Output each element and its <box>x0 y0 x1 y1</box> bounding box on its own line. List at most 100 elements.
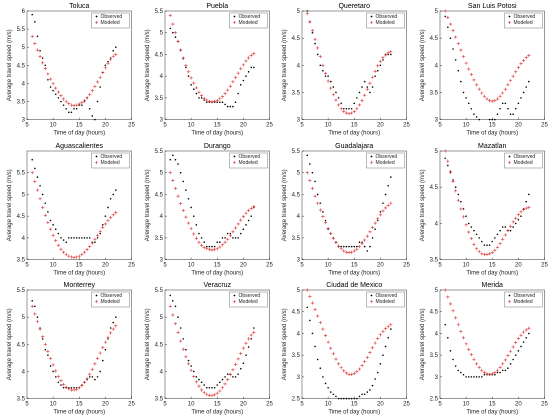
modeled-point <box>386 51 390 55</box>
observed-point <box>475 116 477 118</box>
observed-point <box>361 86 363 88</box>
y-tick-label: 3 <box>297 118 301 124</box>
observed-point <box>239 84 242 86</box>
x-tick-label: 25 <box>128 262 135 268</box>
series-modeled <box>30 170 118 259</box>
chart-panel-4: Aguascalientes 5 10 15 20 25 3.5 4 4.5 5 5.5 Time o… <box>7 143 135 277</box>
modeled-point <box>215 391 219 395</box>
modeled-point <box>505 228 510 232</box>
observed-point <box>171 154 174 156</box>
modeled-point <box>334 357 338 361</box>
modeled-point <box>482 94 486 98</box>
x-tick-label: 5 <box>163 123 167 129</box>
observed-point <box>242 79 244 82</box>
modeled-point <box>495 368 499 373</box>
x-tick-label: 10 <box>50 402 57 408</box>
modeled-point <box>331 236 335 240</box>
modeled-point <box>487 98 491 103</box>
observed-point <box>504 369 506 372</box>
observed-point <box>44 64 47 67</box>
modeled-point <box>212 393 216 397</box>
x-axis-label: Time of day (hours) <box>328 270 380 276</box>
observed-point <box>324 219 327 221</box>
modeled-point <box>445 15 449 20</box>
modeled-point <box>46 220 50 224</box>
modeled-point <box>202 245 206 249</box>
modeled-point <box>342 248 346 253</box>
chart-panel-11: Merida 5 10 15 20 25 2.5 3 3.5 4 4.5 5 Time of day (… <box>420 282 548 416</box>
modeled-point <box>106 61 110 66</box>
x-tick-label: 25 <box>266 402 273 408</box>
observed-point <box>470 225 472 228</box>
modeled-point <box>342 109 346 114</box>
y-tick-label: 4.5 <box>292 192 301 198</box>
legend-label: Observed <box>101 14 123 20</box>
modeled-point <box>51 82 55 86</box>
x-tick-label: 5 <box>300 402 304 408</box>
modeled-point <box>384 327 388 331</box>
modeled-point <box>453 316 457 320</box>
modeled-point <box>186 70 190 74</box>
observed-point <box>470 107 472 110</box>
modeled-point <box>464 61 468 65</box>
legend-modeled-swatch <box>232 300 236 304</box>
observed-point <box>496 113 498 115</box>
x-tick-label: 15 <box>213 123 220 129</box>
modeled-point <box>518 209 523 214</box>
modeled-point <box>111 54 115 58</box>
modeled-point <box>98 351 102 355</box>
modeled-point <box>310 28 315 33</box>
observed-point <box>506 367 509 370</box>
legend-label: Observed <box>513 14 535 20</box>
modeled-point <box>381 208 385 213</box>
observed-point <box>324 382 327 385</box>
observed-point <box>382 201 384 204</box>
observed-point <box>337 397 340 400</box>
observed-point <box>311 31 314 34</box>
modeled-point <box>230 229 235 233</box>
modeled-point <box>443 288 447 292</box>
observed-point <box>107 206 109 208</box>
modeled-point <box>181 347 185 351</box>
modeled-point <box>54 238 58 242</box>
observed-point <box>519 97 522 99</box>
x-tick-label: 5 <box>25 123 29 129</box>
modeled-point <box>518 333 523 337</box>
observed-point <box>231 105 234 108</box>
observed-point <box>369 91 371 94</box>
observed-point <box>353 102 356 105</box>
series-modeled <box>168 170 255 252</box>
observed-point <box>376 371 379 374</box>
modeled-point <box>103 66 107 70</box>
modeled-point <box>378 212 382 217</box>
modeled-point <box>308 178 312 182</box>
modeled-point <box>350 372 354 377</box>
observed-point <box>49 86 52 88</box>
y-axis-label: Average travel speed (m/s) <box>7 309 13 381</box>
x-axis-label: Time of day (hours) <box>466 410 518 416</box>
modeled-point <box>352 371 356 376</box>
modeled-point <box>215 246 219 250</box>
modeled-point <box>183 63 187 67</box>
series-observed <box>306 306 392 400</box>
series-observed <box>168 154 255 247</box>
observed-point <box>244 223 247 226</box>
observed-point <box>340 397 342 400</box>
x-tick-label: 20 <box>377 123 384 129</box>
modeled-point <box>95 80 100 84</box>
observed-point <box>112 321 115 324</box>
observed-point <box>221 101 223 104</box>
modeled-point <box>313 308 317 312</box>
modeled-point <box>88 372 92 376</box>
legend-box <box>503 291 543 308</box>
legend-label: Observed <box>376 154 398 160</box>
modeled-point <box>202 391 206 395</box>
modeled-point <box>389 323 393 327</box>
x-tick-label: 15 <box>213 262 220 268</box>
modeled-point <box>114 324 118 328</box>
legend-modeled-swatch <box>232 160 236 164</box>
modeled-point <box>526 53 530 58</box>
x-tick-label: 5 <box>438 402 442 408</box>
observed-point <box>363 80 366 83</box>
legend-label: Modeled <box>101 160 120 166</box>
